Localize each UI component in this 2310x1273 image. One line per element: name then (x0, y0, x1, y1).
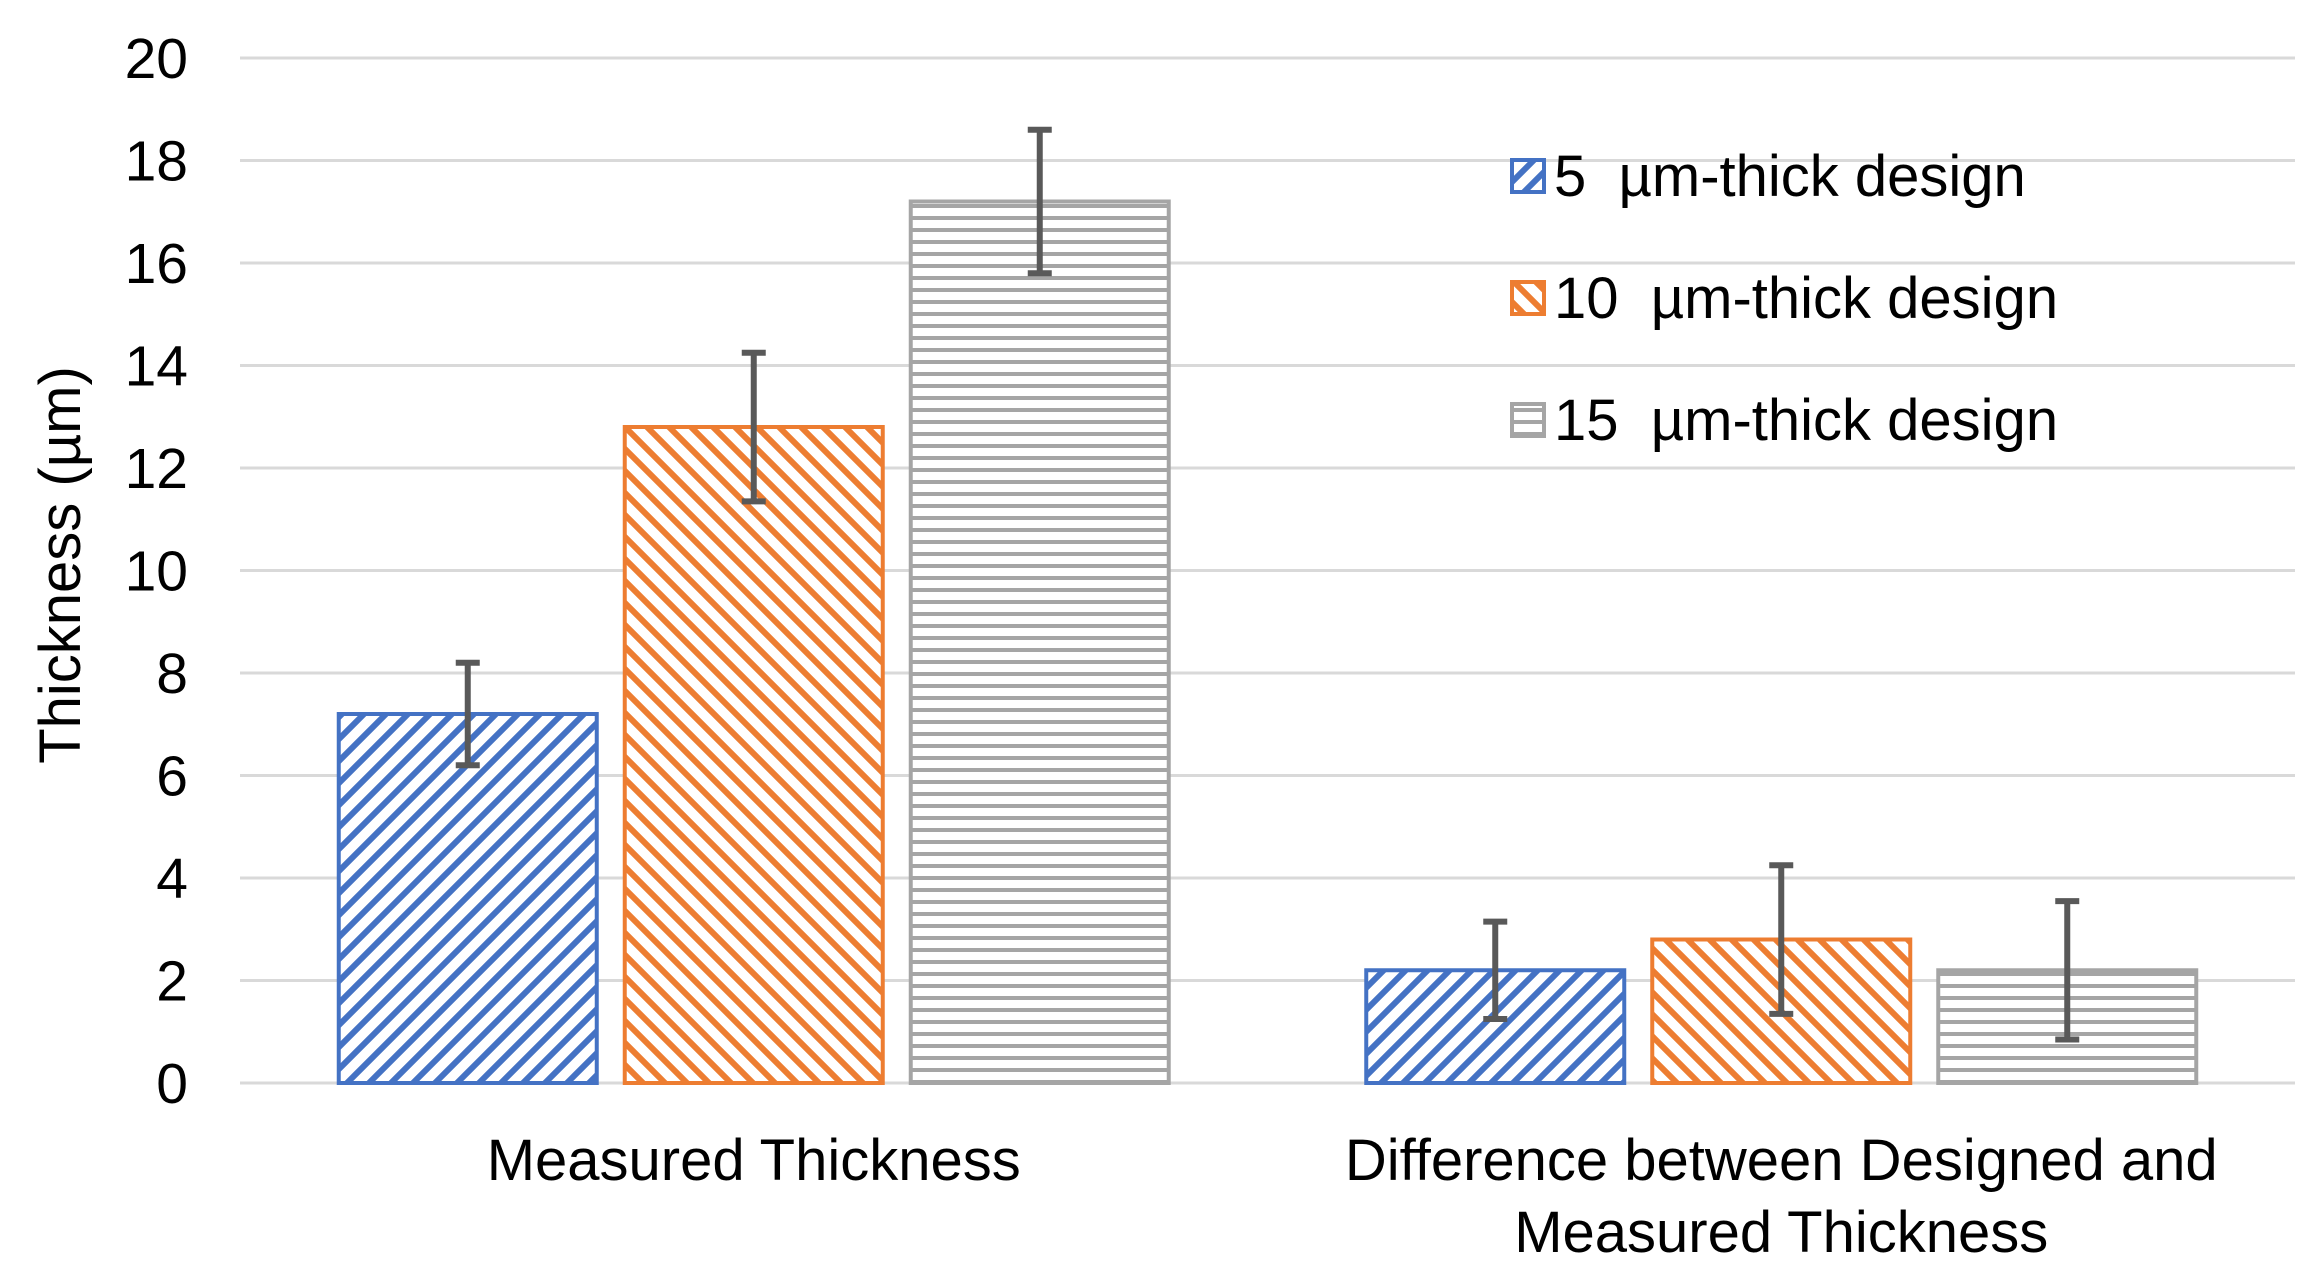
legend: 5 µm-thick design 10 µm-thick design 15 µm… (1510, 144, 2058, 453)
bar-series-1-cat-1 (336, 712, 599, 1085)
y-tick-label: 4 (156, 847, 188, 911)
y-tick-label: 12 (125, 437, 188, 501)
error-bar-series-1-cat-1 (455, 659, 480, 769)
legend-label: 15 µm-thick design (1554, 388, 2058, 453)
error-bar-series-3-cat-2 (2055, 898, 2080, 1043)
error-bar-series-3-cat-1 (1027, 126, 1052, 277)
bar-series-3-cat-1 (908, 199, 1171, 1085)
y-axis-ticks: 0 2 4 6 8 10 12 14 16 18 20 (125, 27, 188, 1116)
y-tick-label: 8 (156, 642, 188, 706)
bar-series-2-cat-1 (622, 425, 885, 1085)
legend-swatch (1510, 280, 1546, 316)
legend-label: 10 µm-thick design (1554, 266, 2058, 331)
y-tick-label: 14 (125, 335, 188, 399)
error-bar-series-2-cat-2 (1769, 862, 1794, 1017)
legend-swatch (1510, 402, 1546, 438)
x-category-label: Difference between Designed and (1345, 1128, 2218, 1193)
y-axis-title: Thickness (µm) (28, 366, 93, 764)
y-tick-label: 0 (156, 1052, 188, 1116)
legend-item-3: 15 µm-thick design (1510, 388, 2058, 453)
legend-item-2: 10 µm-thick design (1510, 266, 2058, 331)
x-category-label: Measured Thickness (487, 1128, 1021, 1193)
bars (336, 199, 2199, 1085)
legend-swatch (1510, 158, 1546, 194)
error-bar-series-2-cat-1 (741, 349, 766, 505)
legend-item-1: 5 µm-thick design (1510, 144, 2026, 209)
y-tick-label: 6 (156, 745, 188, 809)
y-tick-label: 20 (125, 27, 188, 91)
error-bar-series-1-cat-2 (1483, 918, 1508, 1022)
error-bars (455, 126, 2080, 1043)
y-tick-label: 18 (125, 130, 188, 194)
x-category-label: Measured Thickness (1514, 1200, 2048, 1265)
y-tick-label: 10 (125, 540, 188, 604)
y-tick-label: 2 (156, 950, 188, 1014)
x-axis-categories: Measured Thickness Difference between Des… (487, 1128, 2218, 1265)
y-tick-label: 16 (125, 232, 188, 296)
legend-label: 5 µm-thick design (1554, 144, 2026, 209)
